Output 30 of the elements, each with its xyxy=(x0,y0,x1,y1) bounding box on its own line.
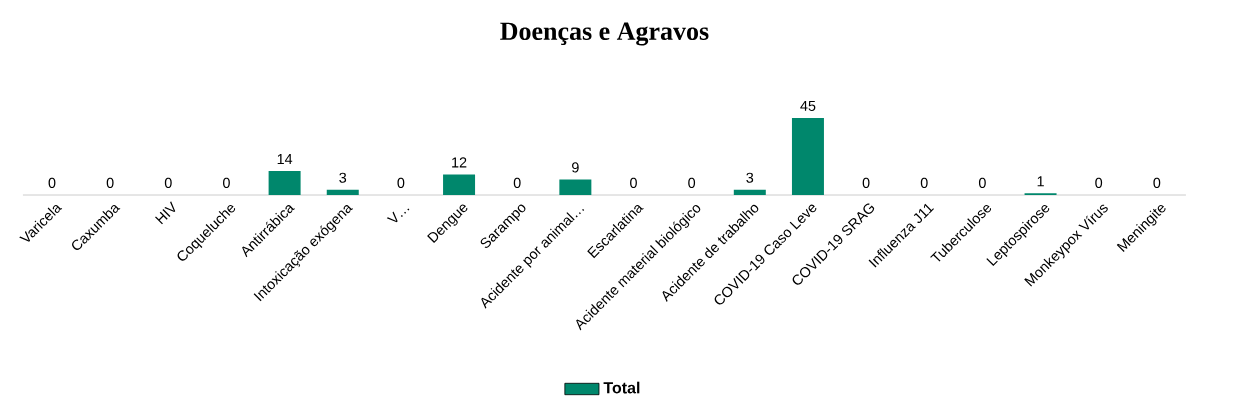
data-label: 3 xyxy=(339,172,347,183)
bar xyxy=(268,171,301,196)
data-label: 3 xyxy=(746,172,754,183)
data-label: 0 xyxy=(920,177,928,188)
data-label: 45 xyxy=(800,100,816,111)
chart-title: Doenças e Agravos xyxy=(500,22,709,46)
bar xyxy=(791,118,824,196)
data-label: 0 xyxy=(106,177,114,188)
data-label: 0 xyxy=(48,177,56,188)
x-tick-label: V… xyxy=(386,208,410,223)
bar xyxy=(326,189,359,196)
x-tick-label: HIV xyxy=(155,201,176,225)
data-label: 0 xyxy=(223,177,230,188)
data-label: 9 xyxy=(572,162,579,173)
bar xyxy=(559,179,592,196)
bar xyxy=(443,174,476,196)
data-label: 0 xyxy=(1153,177,1161,188)
data-label: 0 xyxy=(978,177,986,188)
bar xyxy=(733,189,766,196)
data-label: 12 xyxy=(452,157,467,168)
data-label: 0 xyxy=(630,177,637,188)
data-label: 0 xyxy=(1095,177,1103,188)
data-label: 0 xyxy=(164,177,172,188)
data-label: 1 xyxy=(1037,176,1044,187)
data-label: 14 xyxy=(277,154,293,164)
legend-label: Total xyxy=(603,381,640,394)
data-label: 0 xyxy=(397,177,405,188)
data-label: 0 xyxy=(688,177,696,188)
data-label: 0 xyxy=(862,177,870,188)
data-label: 0 xyxy=(513,177,521,188)
